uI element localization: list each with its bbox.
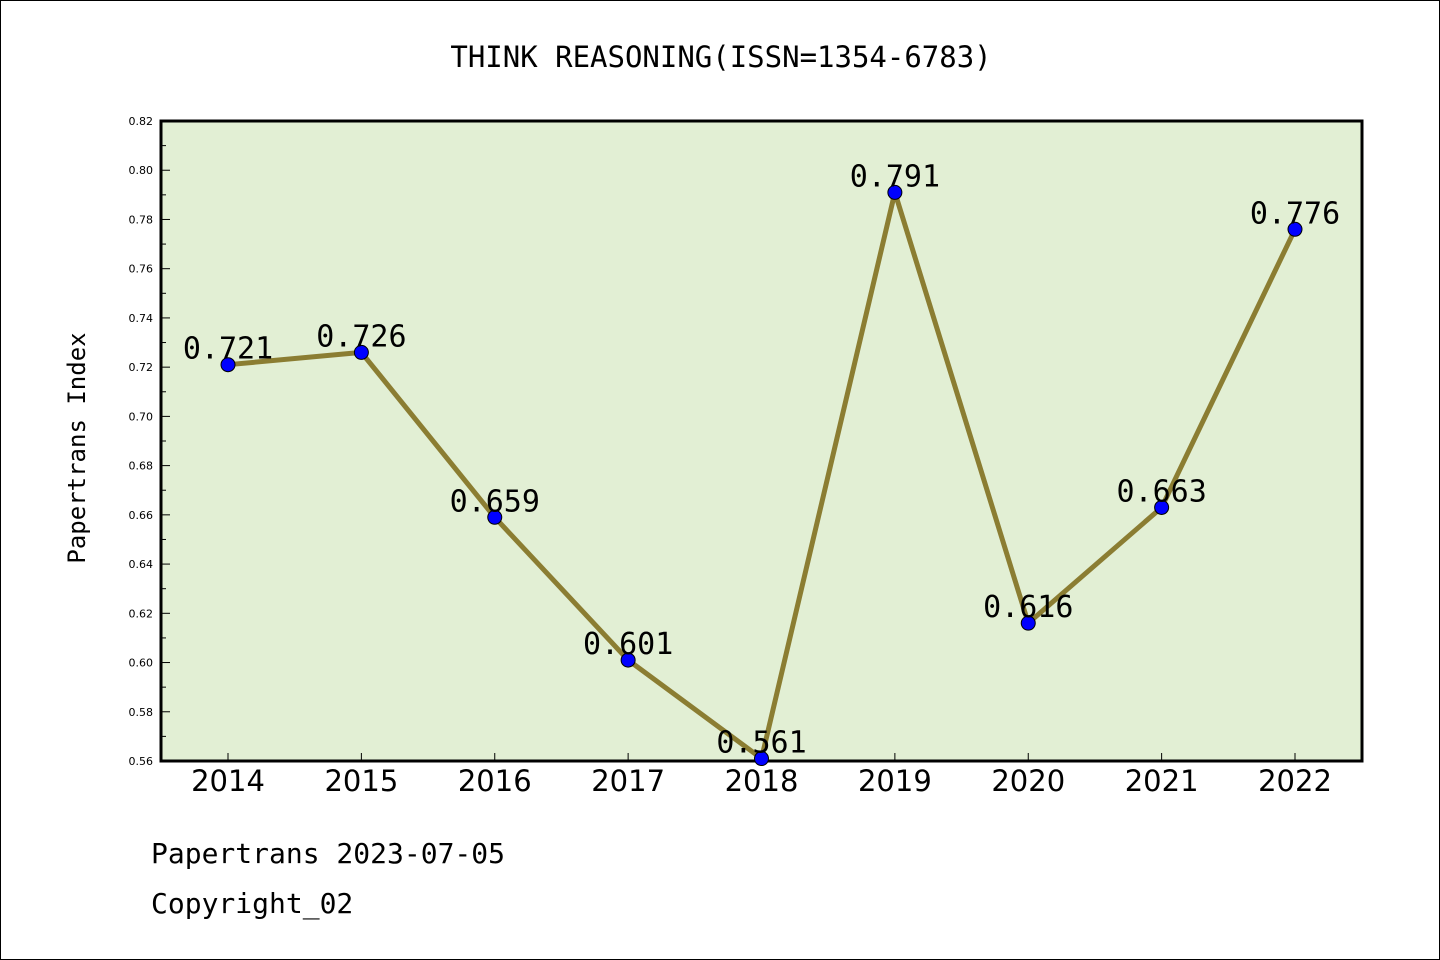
data-label: 0.663 xyxy=(1116,474,1206,509)
x-tick-label: 2017 xyxy=(591,764,665,798)
data-point xyxy=(1020,615,1036,631)
data-point xyxy=(620,652,636,668)
x-tick-label: 2015 xyxy=(324,764,398,798)
data-label: 0.659 xyxy=(450,484,540,519)
data-label: 0.791 xyxy=(850,159,940,194)
chart-title: THINK REASONING(ISSN=1354-6783) xyxy=(450,40,991,74)
data-point xyxy=(220,357,236,373)
x-axis: 2014 2015 2016 2017 2018 2019 2020 2021 2022 xyxy=(191,753,1332,798)
x-tick-label: 2020 xyxy=(991,764,1065,798)
data-point xyxy=(754,751,769,767)
y-tick-label: 0.70 xyxy=(129,410,154,423)
data-point xyxy=(1287,221,1303,237)
x-tick-label: 2016 xyxy=(458,764,532,798)
y-tick-label: 0.78 xyxy=(129,213,154,226)
y-axis-label: Papertrans Index xyxy=(63,332,91,563)
series xyxy=(220,184,1303,767)
x-tick-label: 2022 xyxy=(1258,764,1332,798)
y-tick-label: 0.82 xyxy=(129,115,154,128)
x-tick-label: 2018 xyxy=(725,764,799,798)
y-axis: 0.56 0.58 0.60 0.62 0.64 0.66 0.68 0.70 0.72 0.74… xyxy=(129,115,170,768)
footer-date: Papertrans 2023-07-05 xyxy=(151,837,506,870)
footer-copyright: Copyright_02 xyxy=(151,887,354,920)
x-tick-label: 2019 xyxy=(858,764,932,798)
plot-area xyxy=(159,119,1364,763)
data-label: 0.616 xyxy=(983,590,1073,625)
y-tick-label: 0.80 xyxy=(129,164,154,177)
y-tick-label: 0.64 xyxy=(129,558,154,571)
data-point xyxy=(1154,499,1170,515)
data-point xyxy=(887,184,903,200)
y-tick-label: 0.66 xyxy=(129,509,154,522)
data-point xyxy=(353,344,369,360)
y-tick-label: 0.76 xyxy=(129,263,154,276)
data-label: 0.561 xyxy=(716,726,806,761)
y-tick-label: 0.74 xyxy=(129,312,154,325)
y-tick-label: 0.72 xyxy=(129,361,154,374)
x-tick-label: 2014 xyxy=(191,764,265,798)
data-label: 0.776 xyxy=(1250,196,1340,231)
x-tick-label: 2021 xyxy=(1125,764,1199,798)
data-label: 0.601 xyxy=(583,627,673,662)
y-tick-label: 0.68 xyxy=(129,460,154,473)
data-label: 0.721 xyxy=(183,332,273,367)
y-tick-label: 0.60 xyxy=(129,657,154,670)
data-label: 0.726 xyxy=(316,319,406,354)
data-point xyxy=(487,509,503,525)
y-tick-label: 0.56 xyxy=(129,755,154,768)
data-labels: 0.721 0.726 0.659 0.601 0.561 0.791 0.616 0.663… xyxy=(183,159,1340,760)
y-tick-label: 0.62 xyxy=(129,607,154,620)
y-tick-label: 0.58 xyxy=(129,706,154,719)
